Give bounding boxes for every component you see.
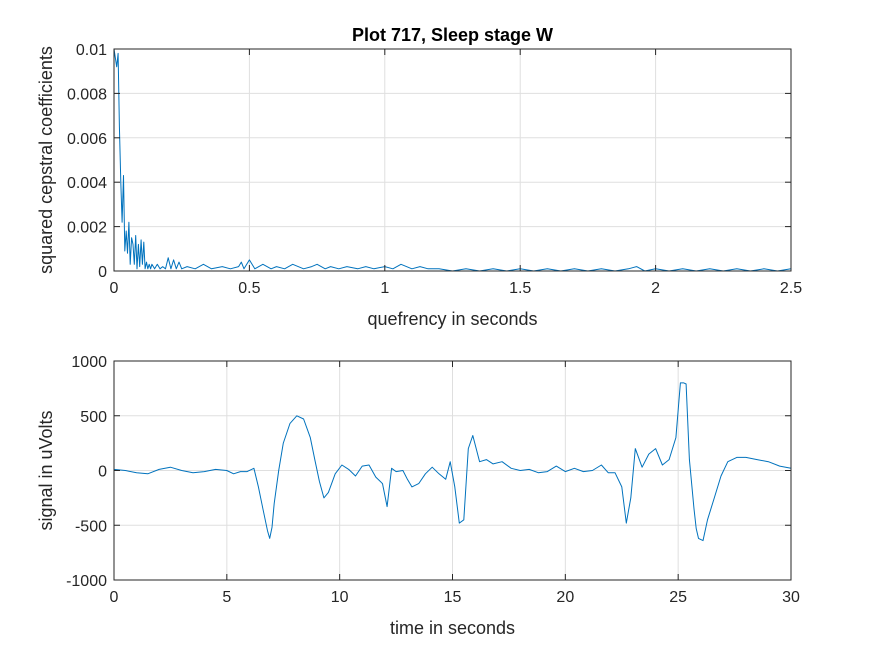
cepstrum-x-axis-label: quefrency in seconds: [367, 309, 537, 329]
signal-series-line: [113, 382, 792, 542]
cepstrum-y-tick-label: 0.004: [67, 175, 107, 192]
signal-x-tick-label: 20: [556, 589, 574, 606]
cepstrum-grid: [113, 48, 792, 272]
cepstrum-y-tick-label: 0.002: [67, 220, 107, 237]
chart-title: Plot 717, Sleep stage W: [352, 25, 553, 45]
cepstrum-y-tick-label: 0: [98, 264, 107, 281]
cepstrum-series-line: [113, 48, 792, 272]
cepstrum-x-tick-label: 0.5: [238, 280, 260, 297]
signal-y-tick-label: -1000: [66, 573, 107, 590]
cepstrum-y-tick-label: 0.008: [67, 86, 107, 103]
signal-x-tick-label: 25: [669, 589, 687, 606]
signal-x-tick-label: 15: [444, 589, 462, 606]
cepstrum-ticks: 0 0.5 1 1.5 2 2.5 0 0.002 0.004 0.006 0.008 0.01: [67, 42, 802, 297]
cepstrum-x-tick-label: 2.5: [780, 280, 802, 297]
signal-grid: [113, 360, 792, 581]
signal-y-axis-label: signal in uVolts: [36, 410, 56, 530]
cepstrum-x-tick-label: 0: [110, 280, 119, 297]
cepstrum-y-tick-label: 0.006: [67, 131, 107, 148]
cepstrum-y-axis-label: squared cepstral coefficients: [36, 46, 56, 274]
signal-x-tick-label: 10: [331, 589, 349, 606]
cepstrum-axes-frame: [113, 48, 792, 272]
signal-x-tick-label: 30: [782, 589, 800, 606]
signal-x-axis-label: time in seconds: [390, 618, 515, 638]
signal-y-tick-label: -500: [75, 518, 107, 535]
cepstrum-x-tick-label: 1.5: [509, 280, 531, 297]
signal-y-tick-label: 500: [80, 409, 107, 426]
signal-line-layer: [113, 382, 792, 542]
signal-x-tick-label: 0: [110, 589, 119, 606]
signal-x-tick-label: 5: [222, 589, 231, 606]
signal-y-tick-label: 0: [98, 464, 107, 481]
cepstrum-y-tick-label: 0.01: [76, 42, 107, 59]
cepstrum-x-tick-label: 2: [651, 280, 660, 297]
cepstrum-axes: 0 0.5 1 1.5 2 2.5 0 0.002 0.004 0.006 0.008 0.01 Pl…: [36, 25, 802, 329]
cepstrum-x-tick-label: 1: [380, 280, 389, 297]
signal-ticks: 0 5 10 15 20 25 30 -1000 -500 0 500 1000: [66, 354, 800, 606]
signal-y-tick-label: 1000: [71, 354, 107, 371]
cepstrum-line-layer: [113, 48, 792, 272]
signal-axes: 0 5 10 15 20 25 30 -1000 -500 0 500 1000 time in se…: [36, 354, 800, 638]
